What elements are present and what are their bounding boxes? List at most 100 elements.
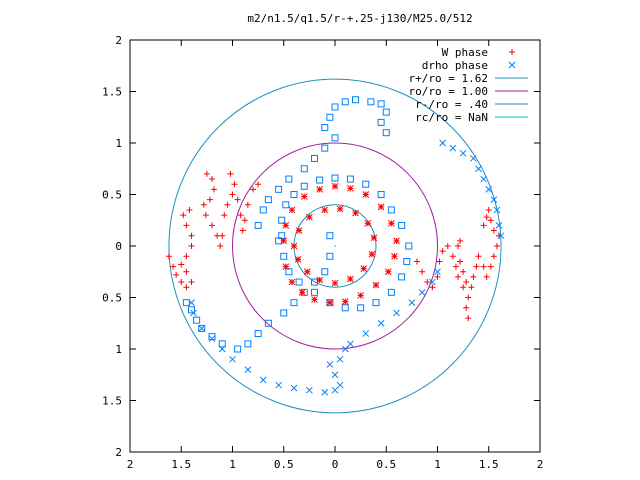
point <box>229 355 236 363</box>
point <box>377 191 385 198</box>
point <box>188 279 195 286</box>
point <box>264 196 272 204</box>
point <box>449 144 457 152</box>
point <box>483 273 490 280</box>
y-tick-label: 2 <box>115 34 122 47</box>
point <box>377 319 385 327</box>
point <box>203 170 210 177</box>
point <box>294 256 302 263</box>
point <box>398 273 406 281</box>
data-points <box>165 96 505 396</box>
point <box>254 330 262 338</box>
point <box>393 237 400 245</box>
point <box>457 237 464 244</box>
point <box>298 288 306 296</box>
point <box>367 98 375 106</box>
point <box>444 243 451 249</box>
point <box>321 124 329 132</box>
point <box>429 284 436 291</box>
point <box>183 222 190 229</box>
point <box>326 299 334 307</box>
point <box>300 165 308 173</box>
point <box>414 258 420 265</box>
x-tick-label: 2 <box>537 458 544 471</box>
point <box>485 206 492 213</box>
y-tick-label: 0 <box>115 240 122 253</box>
point <box>280 252 288 260</box>
point <box>198 325 206 332</box>
point <box>290 384 298 392</box>
point <box>393 309 400 317</box>
point <box>311 296 318 303</box>
point <box>480 222 487 229</box>
point <box>331 134 339 142</box>
point <box>452 263 459 270</box>
point <box>254 221 262 229</box>
x-tick-label: 1 <box>434 458 441 471</box>
point <box>347 275 354 283</box>
point <box>224 201 231 208</box>
point <box>259 206 267 214</box>
y-tick-label: 1 <box>115 343 122 356</box>
point <box>290 242 298 250</box>
point <box>278 216 286 224</box>
point <box>357 304 365 312</box>
point <box>326 361 334 368</box>
point <box>280 309 288 317</box>
point <box>264 319 272 327</box>
point <box>372 281 380 289</box>
point <box>244 201 251 208</box>
point <box>290 299 298 307</box>
point <box>186 206 193 213</box>
point <box>275 185 283 193</box>
point <box>282 201 290 209</box>
point <box>493 206 501 214</box>
point <box>209 176 215 183</box>
point <box>280 237 288 245</box>
point <box>234 345 242 353</box>
point <box>424 279 431 286</box>
point <box>336 205 344 213</box>
y-axis: 2 1.5 1 0.5 0 0.5 1 1.5 2 <box>102 34 540 459</box>
point <box>364 219 372 227</box>
point <box>202 212 209 219</box>
y-tick-label: 2 <box>115 446 122 459</box>
point <box>362 191 370 198</box>
x-tick-label: 1.5 <box>171 458 191 471</box>
point <box>490 253 497 260</box>
point <box>439 139 446 147</box>
point <box>457 258 464 265</box>
point <box>198 324 206 332</box>
legend-label: drho phase <box>422 59 488 72</box>
point <box>311 154 318 162</box>
point <box>234 196 241 203</box>
point <box>165 253 172 260</box>
point <box>377 118 385 126</box>
y-tick-label: 0.5 <box>102 189 122 202</box>
point <box>211 186 218 193</box>
point <box>188 243 195 249</box>
point <box>357 292 364 299</box>
point <box>403 257 411 265</box>
point <box>465 294 472 301</box>
point <box>455 243 461 249</box>
point <box>183 253 190 260</box>
x-axis: 2 1.5 1 0.5 0 0.5 1 1.5 2 <box>127 40 544 471</box>
point <box>368 250 376 258</box>
point <box>321 144 329 152</box>
point <box>480 263 487 270</box>
point <box>463 304 470 311</box>
x-tick-label: 1.5 <box>479 458 499 471</box>
legend-label: r-/ro = .40 <box>415 98 488 111</box>
point <box>470 273 477 280</box>
point <box>483 214 490 221</box>
point <box>455 273 461 280</box>
point <box>306 213 313 221</box>
point <box>470 155 477 162</box>
point <box>387 206 395 214</box>
point <box>229 191 236 198</box>
point <box>473 263 480 270</box>
point <box>468 284 475 291</box>
